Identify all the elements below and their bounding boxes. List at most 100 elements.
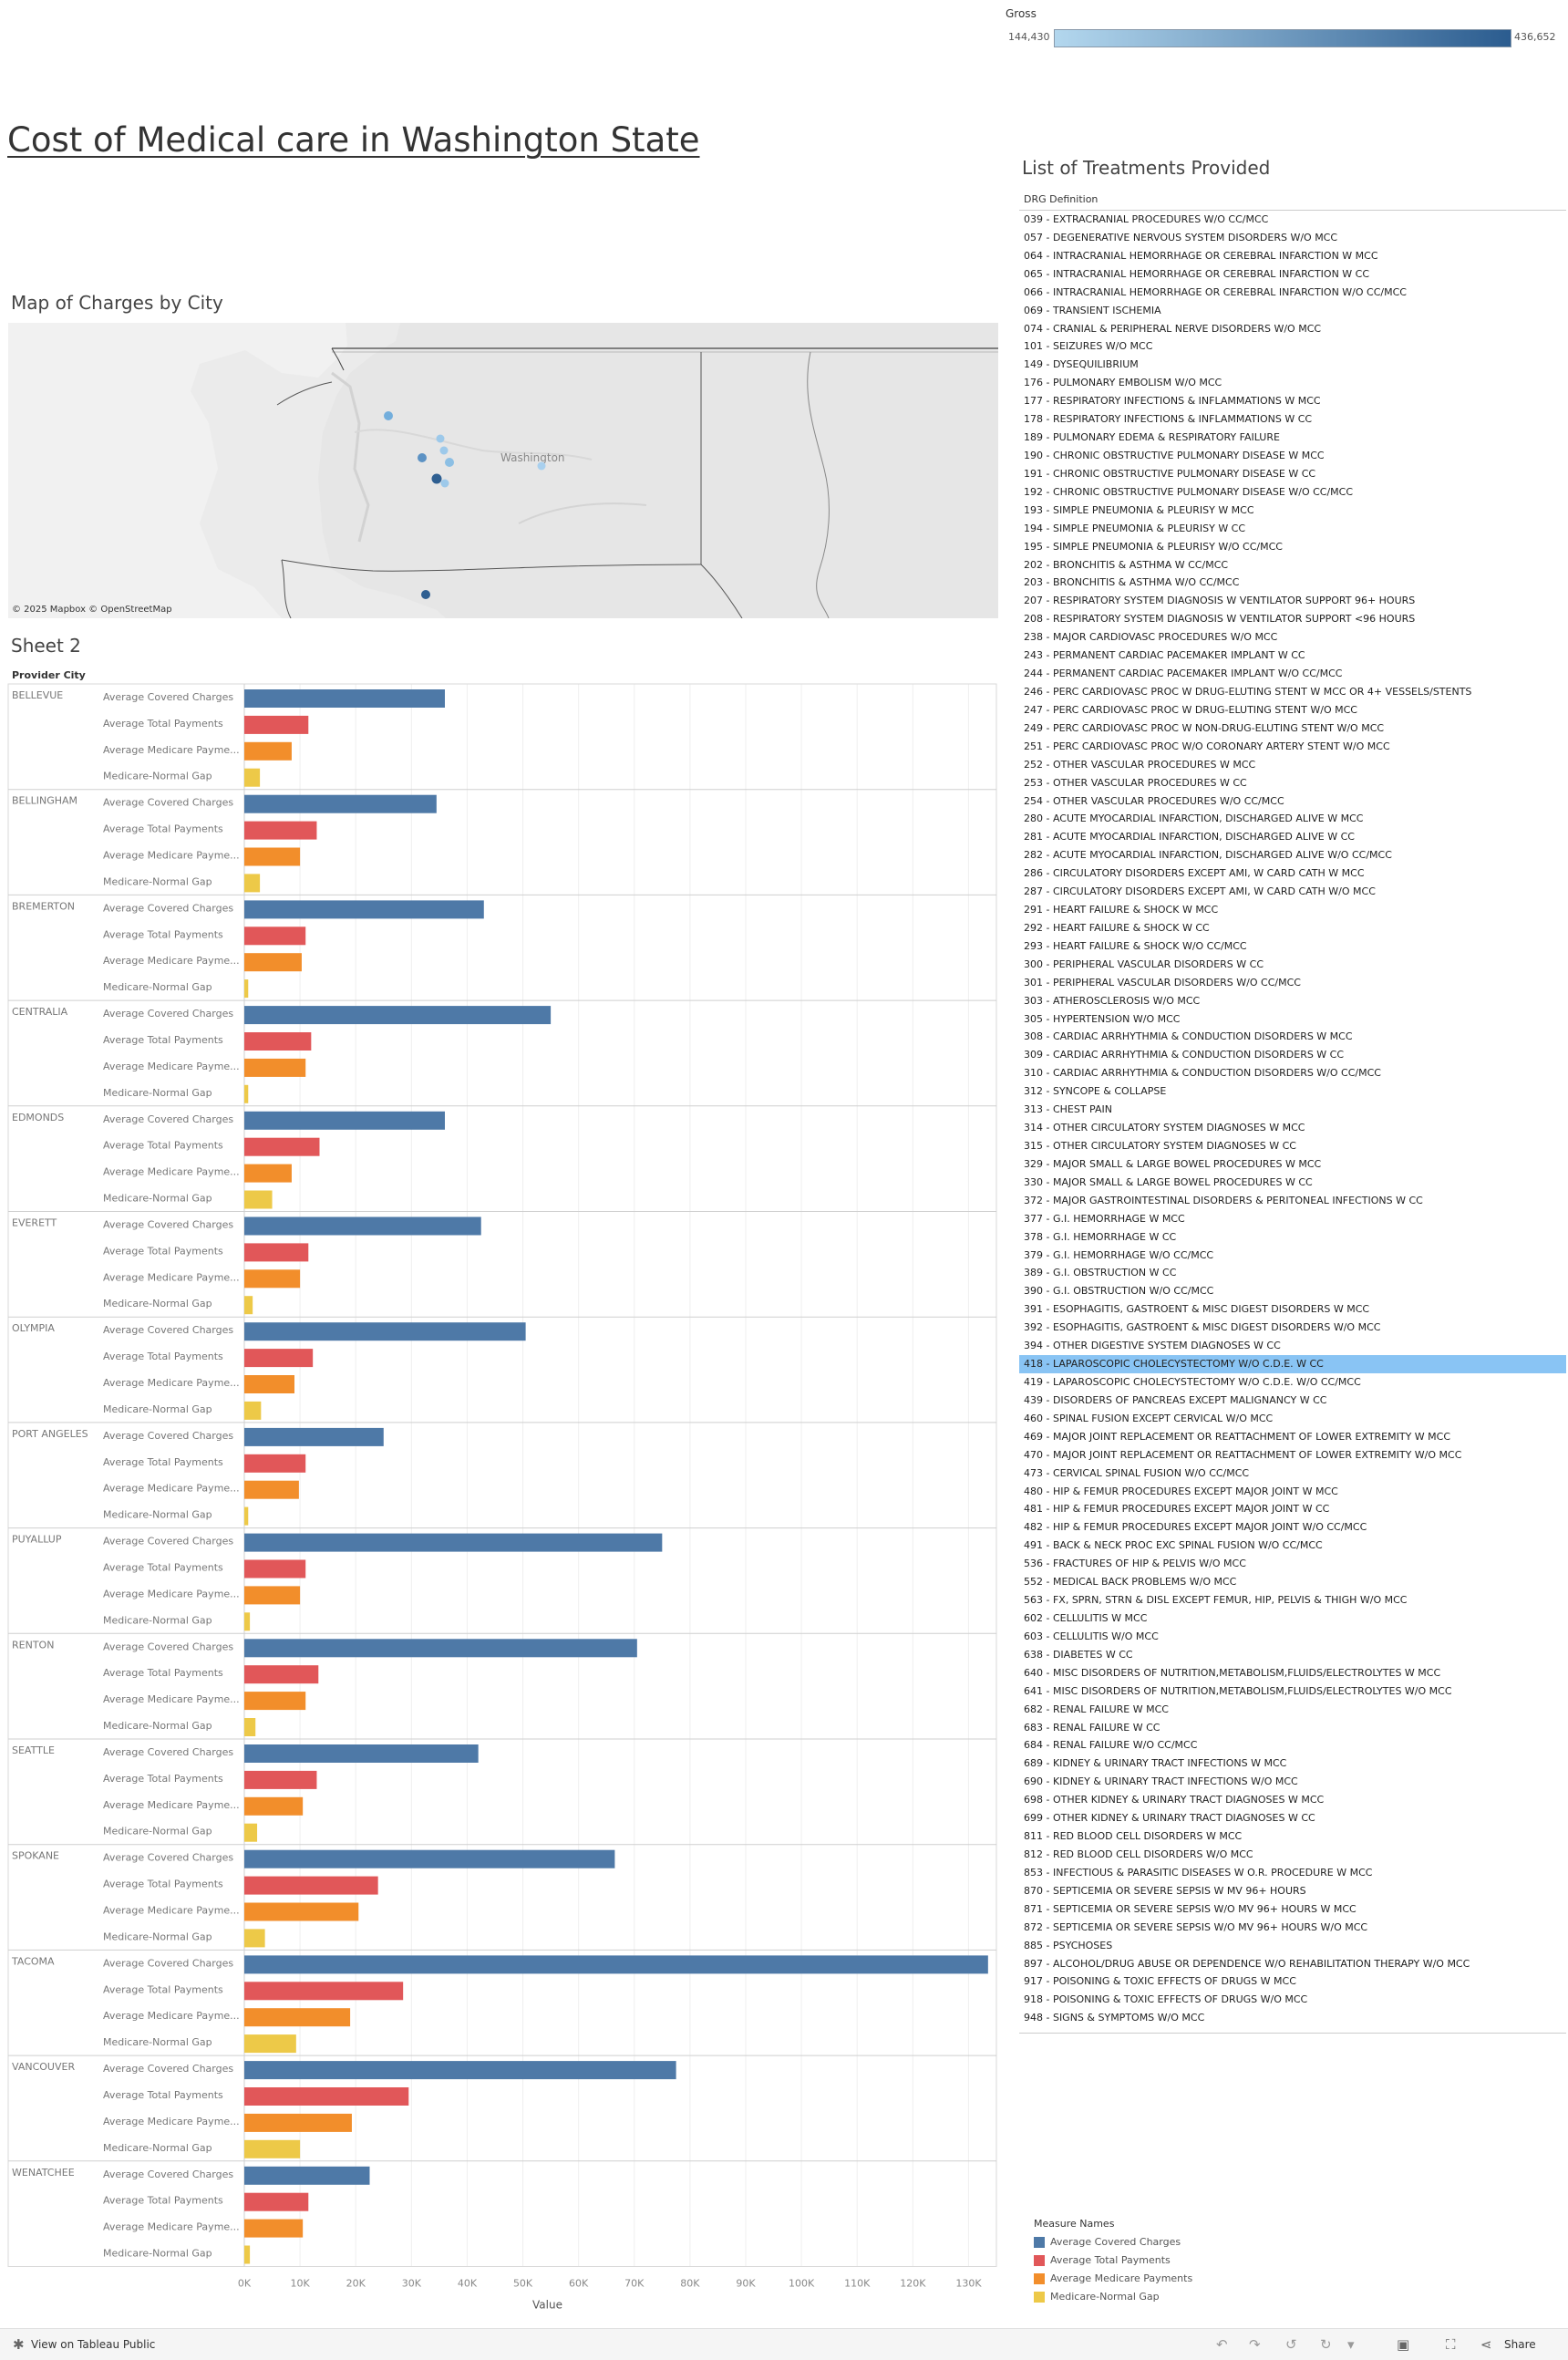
bar[interactable] <box>244 2061 676 2080</box>
bar[interactable] <box>244 1559 306 1579</box>
bar[interactable] <box>244 1929 265 1948</box>
view-on-tableau-link[interactable]: View on Tableau Public <box>31 2338 156 2351</box>
bar[interactable] <box>244 1296 253 1315</box>
treatment-item[interactable]: 394 - OTHER DIGESTIVE SYSTEM DIAGNOSES W… <box>1024 1340 1281 1352</box>
treatment-item[interactable]: 292 - HEART FAILURE & SHOCK W CC <box>1024 921 1210 934</box>
treatment-item[interactable]: 193 - SIMPLE PNEUMONIA & PLEURISY W MCC <box>1024 503 1254 516</box>
bar[interactable] <box>244 874 261 893</box>
treatment-item[interactable]: 491 - BACK & NECK PROC EXC SPINAL FUSION… <box>1024 1539 1323 1552</box>
treatment-item[interactable]: 280 - ACUTE MYOCARDIAL INFARCTION, DISCH… <box>1024 813 1364 825</box>
bar[interactable] <box>244 1084 249 1103</box>
treatment-item[interactable]: 390 - G.I. OBSTRUCTION W/O CC/MCC <box>1024 1285 1214 1298</box>
redo-icon[interactable]: ↷ <box>1249 2336 1261 2353</box>
treatment-item[interactable]: 190 - CHRONIC OBSTRUCTIVE PULMONARY DISE… <box>1024 449 1325 461</box>
bar[interactable] <box>244 2113 352 2132</box>
map-point-puyallup[interactable] <box>440 479 449 488</box>
treatment-item[interactable]: 481 - HIP & FEMUR PROCEDURES EXCEPT MAJO… <box>1024 1503 1330 1516</box>
bar[interactable] <box>244 953 302 972</box>
treatment-item[interactable]: 303 - ATHEROSCLEROSIS W/O MCC <box>1024 994 1201 1007</box>
treatment-item[interactable]: 684 - RENAL FAILURE W/O CC/MCC <box>1024 1739 1198 1752</box>
bar[interactable] <box>244 1137 320 1156</box>
treatment-item[interactable]: 638 - DIABETES W CC <box>1024 1648 1133 1661</box>
treatment-item[interactable]: 282 - ACUTE MYOCARDIAL INFARCTION, DISCH… <box>1024 849 1392 862</box>
bar[interactable] <box>244 1006 552 1025</box>
bar[interactable] <box>244 1982 404 2001</box>
bar[interactable] <box>244 900 484 919</box>
treatment-item[interactable]: 246 - PERC CARDIOVASC PROC W DRUG-ELUTIN… <box>1024 685 1472 698</box>
bar[interactable] <box>244 2139 301 2158</box>
treatment-item[interactable]: 641 - MISC DISORDERS OF NUTRITION,METABO… <box>1024 1684 1452 1697</box>
treatment-item[interactable]: 480 - HIP & FEMUR PROCEDURES EXCEPT MAJO… <box>1024 1485 1338 1497</box>
bar-chart[interactable]: BELLEVUE Average Covered Charges Average T… <box>0 682 1003 2324</box>
legend-item[interactable]: Average Total Payments <box>1034 2251 1192 2270</box>
treatment-item[interactable]: 536 - FRACTURES OF HIP & PELVIS W/O MCC <box>1024 1558 1246 1570</box>
treatment-item[interactable]: 690 - KIDNEY & URINARY TRACT INFECTIONS … <box>1024 1775 1298 1788</box>
treatment-item[interactable]: 812 - RED BLOOD CELL DISORDERS W/O MCC <box>1024 1848 1253 1860</box>
bar[interactable] <box>244 2034 296 2054</box>
map-point-bremerton[interactable] <box>418 453 427 462</box>
map-point-tacoma[interactable] <box>431 473 442 484</box>
bar[interactable] <box>244 1506 249 1526</box>
treatment-item[interactable]: 315 - OTHER CIRCULATORY SYSTEM DIAGNOSES… <box>1024 1140 1296 1153</box>
share-button[interactable]: Share <box>1504 2338 1536 2351</box>
bar[interactable] <box>244 1349 314 1368</box>
treatment-item[interactable]: 379 - G.I. HEMORRHAGE W/O CC/MCC <box>1024 1248 1214 1261</box>
treatment-item[interactable]: 698 - OTHER KIDNEY & URINARY TRACT DIAGN… <box>1024 1794 1325 1806</box>
treatment-item[interactable]: 389 - G.I. OBSTRUCTION W CC <box>1024 1267 1177 1279</box>
bar[interactable] <box>244 1058 306 1077</box>
bar[interactable] <box>244 1586 301 1605</box>
treatment-item[interactable]: 301 - PERIPHERAL VASCULAR DISORDERS W/O … <box>1024 976 1301 989</box>
bar[interactable] <box>244 1533 663 1552</box>
treatment-item[interactable]: 811 - RED BLOOD CELL DISORDERS W MCC <box>1024 1830 1243 1843</box>
treatment-item[interactable]: 439 - DISORDERS OF PANCREAS EXCEPT MALIG… <box>1024 1393 1327 1406</box>
device-preview-icon[interactable]: ▣ <box>1397 2336 1410 2353</box>
treatment-item[interactable]: 286 - CIRCULATORY DISORDERS EXCEPT AMI, … <box>1024 867 1365 880</box>
treatment-item[interactable]: 247 - PERC CARDIOVASC PROC W DRUG-ELUTIN… <box>1024 703 1357 716</box>
treatment-item[interactable]: 313 - CHEST PAIN <box>1024 1103 1112 1116</box>
bar[interactable] <box>244 2245 251 2264</box>
treatment-item[interactable]: 300 - PERIPHERAL VASCULAR DISORDERS W CC <box>1024 957 1264 970</box>
bar[interactable] <box>244 1427 384 1446</box>
refresh-icon[interactable]: ↻ <box>1320 2336 1332 2353</box>
treatment-item[interactable]: 202 - BRONCHITIS & ASTHMA W CC/MCC <box>1024 558 1229 571</box>
treatment-item[interactable]: 057 - DEGENERATIVE NERVOUS SYSTEM DISORD… <box>1024 231 1338 243</box>
treatment-item[interactable]: 194 - SIMPLE PNEUMONIA & PLEURISY W CC <box>1024 522 1246 534</box>
legend-item[interactable]: Average Medicare Payments <box>1034 2270 1192 2288</box>
bar[interactable] <box>244 1032 312 1051</box>
treatment-list[interactable]: 039 - EXTRACRANIAL PROCEDURES W/O CC/MCC… <box>1019 210 1566 2027</box>
treatment-item[interactable]: 281 - ACUTE MYOCARDIAL INFARCTION, DISCH… <box>1024 831 1355 844</box>
map-point-bellingham[interactable] <box>384 411 393 420</box>
treatment-item[interactable]: 308 - CARDIAC ARRHYTHMIA & CONDUCTION DI… <box>1024 1030 1353 1043</box>
treatment-item[interactable]: 948 - SIGNS & SYMPTOMS W/O MCC <box>1024 2012 1205 2024</box>
treatment-item[interactable]: 176 - PULMONARY EMBOLISM W/O MCC <box>1024 377 1222 389</box>
treatment-item[interactable]: 602 - CELLULITIS W MCC <box>1024 1611 1148 1624</box>
treatment-item[interactable]: 689 - KIDNEY & URINARY TRACT INFECTIONS … <box>1024 1757 1287 1770</box>
bar[interactable] <box>244 1876 378 1895</box>
treatment-item[interactable]: 482 - HIP & FEMUR PROCEDURES EXCEPT MAJO… <box>1024 1521 1367 1534</box>
bar[interactable] <box>244 1401 262 1420</box>
treatment-item[interactable]: 682 - RENAL FAILURE W MCC <box>1024 1703 1169 1715</box>
treatment-item[interactable]: 314 - OTHER CIRCULATORY SYSTEM DIAGNOSES… <box>1024 1122 1305 1134</box>
bar[interactable] <box>244 979 249 999</box>
treatment-item[interactable]: 195 - SIMPLE PNEUMONIA & PLEURISY W/O CC… <box>1024 540 1283 553</box>
treatment-item[interactable]: 244 - PERMANENT CARDIAC PACEMAKER IMPLAN… <box>1024 668 1343 680</box>
bar[interactable] <box>244 1190 273 1209</box>
treatment-item[interactable]: 310 - CARDIAC ARRHYTHMIA & CONDUCTION DI… <box>1024 1067 1381 1080</box>
treatment-item[interactable]: 253 - OTHER VASCULAR PROCEDURES W CC <box>1024 776 1247 789</box>
bar[interactable] <box>244 2008 351 2027</box>
treatment-item[interactable]: 064 - INTRACRANIAL HEMORRHAGE OR CEREBRA… <box>1024 249 1378 262</box>
bar[interactable] <box>244 1665 319 1684</box>
bar[interactable] <box>244 741 292 761</box>
treatment-item[interactable]: 872 - SEPTICEMIA OR SEVERE SEPSIS W/O MV… <box>1024 1920 1368 1933</box>
map-point-everett[interactable] <box>436 434 445 443</box>
bar[interactable] <box>244 1454 306 1473</box>
bar[interactable] <box>244 821 317 840</box>
bar[interactable] <box>244 1955 988 1974</box>
bar[interactable] <box>244 847 301 866</box>
treatment-item[interactable]: 066 - INTRACRANIAL HEMORRHAGE OR CEREBRA… <box>1024 285 1407 298</box>
treatment-item[interactable]: 917 - POISONING & TOXIC EFFECTS OF DRUGS… <box>1024 1975 1296 1988</box>
bar[interactable] <box>244 1823 258 1842</box>
map-point-edmonds[interactable] <box>439 446 449 455</box>
bar[interactable] <box>244 2166 370 2185</box>
bar[interactable] <box>244 768 261 787</box>
